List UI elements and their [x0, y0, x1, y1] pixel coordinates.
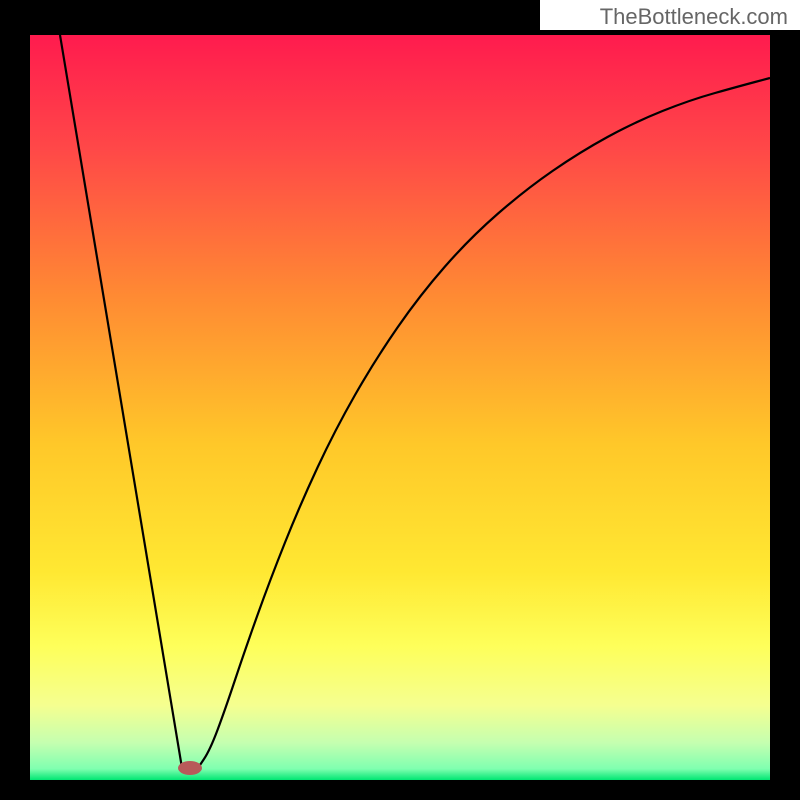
watermark-text: TheBottleneck.com	[600, 4, 788, 30]
bottleneck-chart	[0, 0, 800, 800]
chart-container: TheBottleneck.com	[0, 0, 800, 800]
